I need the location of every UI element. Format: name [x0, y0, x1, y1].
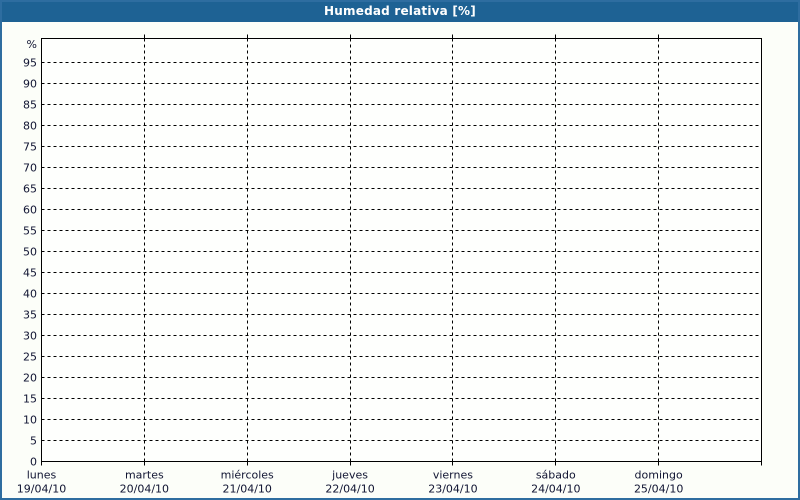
day-name-label: viernes — [433, 469, 473, 482]
chart-title: Humedad relativa [%] — [324, 4, 476, 18]
title-bar: Humedad relativa [%] — [0, 0, 800, 22]
axis-ticks — [41, 34, 762, 466]
day-name-label: lunes — [27, 469, 57, 482]
y-tick-label: 85 — [23, 99, 37, 112]
y-axis-labels: 0 5 10 15 20 25 30 35 40 45 50 55 60 65 70 75 80 85 90 95% — [23, 38, 37, 469]
y-tick-label: 15 — [23, 393, 37, 406]
day-date-label: 25/04/10 — [634, 483, 683, 496]
plot-area — [41, 38, 762, 462]
day-name-label: jueves — [331, 469, 368, 482]
y-tick-label: 5 — [30, 435, 37, 448]
day-date-label: 21/04/10 — [223, 483, 272, 496]
y-tick-label: 0 — [30, 456, 37, 469]
day-date-label: 19/04/10 — [17, 483, 66, 496]
day-date-label: 24/04/10 — [531, 483, 580, 496]
y-tick-label: 90 — [23, 78, 37, 91]
day-name-label: martes — [125, 469, 164, 482]
y-tick-label: 95 — [23, 57, 37, 70]
day-date-label: 20/04/10 — [120, 483, 169, 496]
horizontal-gridlines — [41, 62, 762, 441]
plot-border — [41, 38, 762, 462]
day-name-label: sábado — [536, 469, 576, 482]
y-tick-label: 75 — [23, 141, 37, 154]
y-axis-unit-label: % — [27, 38, 37, 51]
day-date-label: 22/04/10 — [325, 483, 374, 496]
y-tick-label: 70 — [23, 162, 37, 175]
y-tick-label: 30 — [23, 330, 37, 343]
y-tick-label: 80 — [23, 120, 37, 133]
y-tick-label: 35 — [23, 309, 37, 322]
y-tick-label: 10 — [23, 414, 37, 427]
y-tick-label: 25 — [23, 351, 37, 364]
day-name-label: domingo — [635, 469, 683, 482]
y-tick-label: 55 — [23, 225, 37, 238]
y-tick-label: 45 — [23, 267, 37, 280]
vertical-gridlines — [144, 38, 659, 462]
y-tick-label: 40 — [23, 288, 37, 301]
day-name-label: miércoles — [221, 469, 274, 482]
y-tick-label: 60 — [23, 204, 37, 217]
day-date-label: 23/04/10 — [428, 483, 477, 496]
y-tick-label: 65 — [23, 183, 37, 196]
y-tick-label: 20 — [23, 372, 37, 385]
y-tick-label: 50 — [23, 246, 37, 259]
